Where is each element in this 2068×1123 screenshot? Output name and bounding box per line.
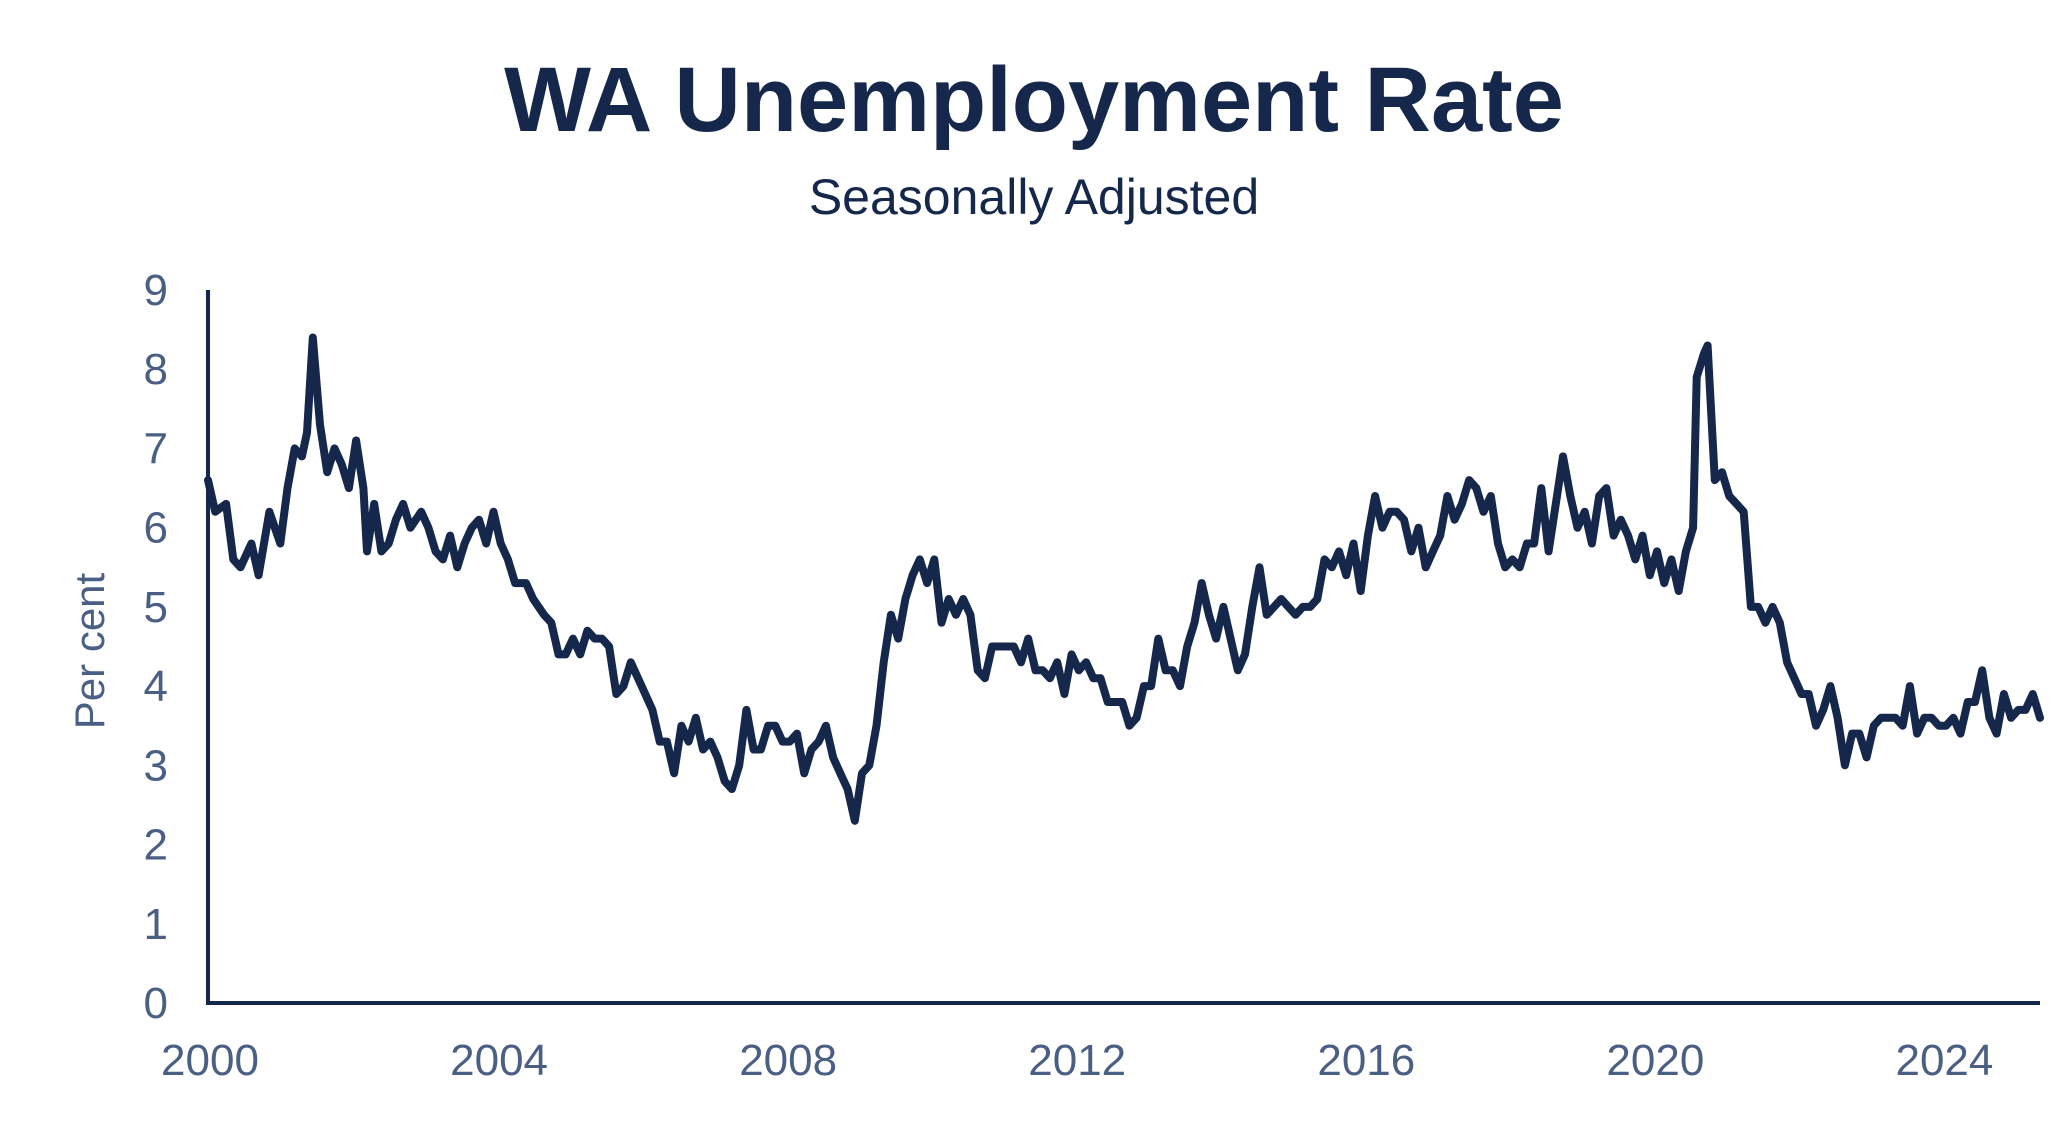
- y-tick-label: 7: [144, 424, 168, 473]
- y-tick-label: 3: [144, 741, 168, 790]
- x-tick-label: 2016: [1317, 1036, 1415, 1085]
- x-tick-label: 2004: [450, 1036, 548, 1085]
- x-tick-label: 2012: [1028, 1036, 1126, 1085]
- chart-title: WA Unemployment Rate: [504, 49, 1564, 151]
- x-tick-label: 2024: [1895, 1036, 1993, 1085]
- y-tick-label: 4: [144, 662, 168, 711]
- chart-subtitle: Seasonally Adjusted: [808, 169, 1260, 225]
- y-tick-label: 1: [144, 900, 168, 949]
- y-tick-label: 5: [144, 583, 168, 632]
- y-tick-label: 0: [144, 979, 168, 1028]
- x-axis-ticks: 2000 2004 2008 2012 2016 2020 2024: [161, 1036, 1993, 1085]
- x-tick-label: 2020: [1606, 1036, 1704, 1085]
- y-tick-label: 9: [144, 266, 168, 315]
- x-tick-label: 2000: [161, 1036, 259, 1085]
- y-axis-label: Per cent: [66, 572, 113, 729]
- series-layer: [204, 333, 2044, 825]
- y-tick-label: 2: [144, 821, 168, 870]
- y-axis-ticks: 0 1 2 3 4 5 6 7 8 9: [144, 266, 168, 1028]
- y-tick-label: 6: [144, 504, 168, 553]
- axes: [206, 290, 2040, 1005]
- y-tick-label: 8: [144, 345, 168, 394]
- x-tick-label: 2008: [739, 1036, 837, 1085]
- series-line-0: [204, 333, 2044, 825]
